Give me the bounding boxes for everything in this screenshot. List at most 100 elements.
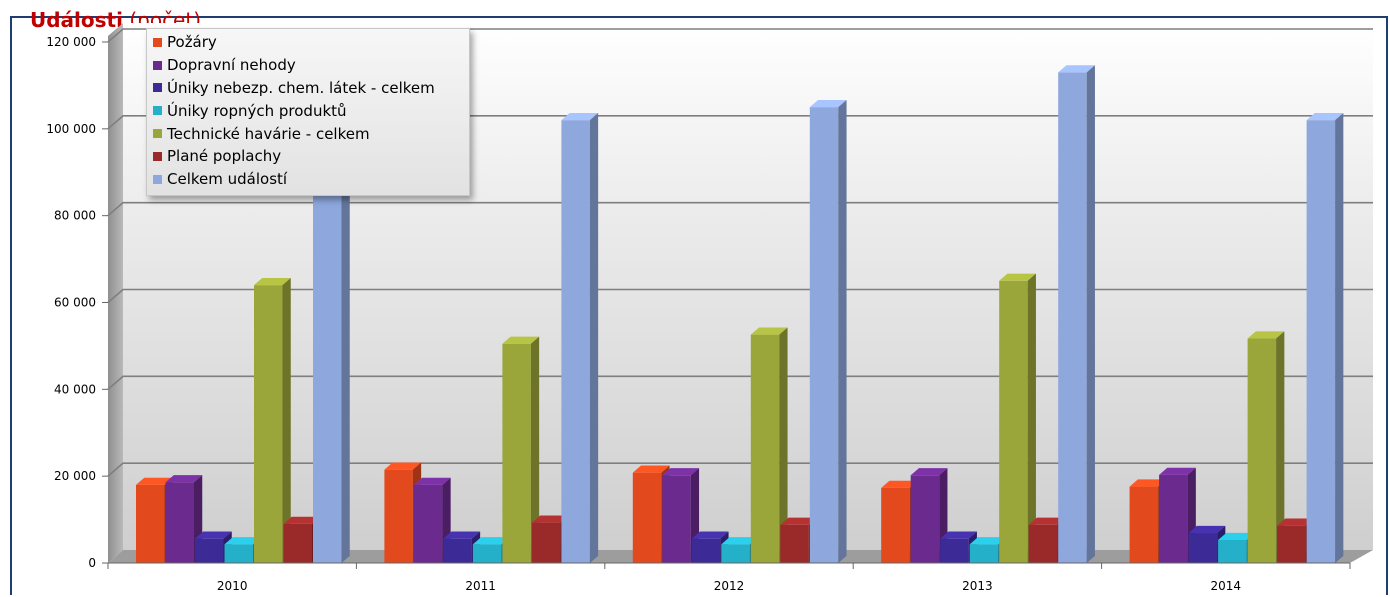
legend-swatch [153,60,162,70]
bar-side [282,277,291,563]
bar-front [531,522,561,563]
bar [1159,467,1196,563]
gridlines [107,28,1373,477]
bar-side [1335,113,1344,563]
bar-side [1027,273,1036,563]
bar [561,113,599,564]
bar-front [384,469,413,563]
legend-item-pozary: Požáry [153,31,469,54]
bar-top [502,336,540,344]
bar-side [838,99,847,563]
bar-front [969,544,999,563]
legend-swatch [153,129,162,139]
gridline [107,462,1373,477]
bar-top [195,531,232,539]
legend-label: Celkem událostí [167,170,288,189]
bar-top [1028,517,1066,525]
bar-top [1159,467,1196,475]
bar-top [1188,525,1226,534]
legend-swatch [153,37,162,47]
legend-swatch [153,83,162,93]
bar-front [1218,539,1247,563]
x-tick-label: 2014 [1211,579,1242,593]
bar-front [1159,474,1188,563]
bar [1129,479,1167,563]
bar-top [910,468,948,476]
x-tick-label: 2011 [465,579,496,593]
bar-side [1086,65,1095,563]
bar-front [780,524,809,563]
bar-front [283,523,312,563]
bar-top [1277,518,1314,526]
legend-item-dopravni-nehody: Dopravní nehody [153,54,469,77]
bar-top [691,531,729,539]
bar-front [910,475,940,563]
bar [502,336,540,563]
bar-top [1129,479,1167,487]
x-tick-label: 2012 [714,579,745,593]
bar [999,273,1036,563]
bar-top [1058,65,1095,73]
bar [1247,331,1285,563]
bar-front [413,484,443,563]
gridline [107,375,1373,390]
legend-label: Úniky ropných produktů [167,101,347,120]
bar-front [691,538,721,563]
bar-top [721,537,759,545]
bar [195,531,232,563]
bar-top [254,277,291,286]
bar-side [1276,331,1285,563]
bar-top [809,99,847,108]
bar-front [254,285,283,563]
y-tick-label: 80 000 [54,209,96,223]
bar-front [136,484,165,563]
bar-side [530,336,540,563]
bar-top [1247,331,1285,339]
bar-front [1306,120,1336,564]
bars [136,65,1344,564]
bar-top [413,477,451,485]
y-tick-label: 60 000 [54,296,96,310]
bar-top [165,475,203,483]
bar-top [632,465,670,473]
bar-front [1188,533,1218,563]
bar-front [662,475,691,563]
bar-front [1058,72,1087,564]
bar [809,99,847,563]
bar-top [1306,113,1344,121]
legend-item-uniky-chem: Úniky nebezp. chem. látek - celkem [153,77,469,100]
bar-front [809,107,839,563]
legend-swatch [153,151,162,161]
bar-front [1028,524,1058,563]
bar-front [1277,525,1306,563]
bar-top [283,516,321,524]
bar-top [780,517,818,525]
legend-swatch [153,106,162,116]
bar-top [384,462,422,470]
gridline [107,28,1373,43]
legend-label: Dopravní nehody [167,56,296,75]
legend-item-plane-poplachy: Plané poplachy [153,145,469,168]
bar-top [1218,532,1255,540]
legend-label: Úniky nebezp. chem. látek - celkem [167,78,435,97]
bar-top [443,531,481,539]
legend-item-celkem: Celkem událostí [153,168,469,191]
legend: Požáry Dopravní nehody Úniky nebezp. che… [146,28,470,196]
x-tick-label: 2010 [217,579,248,593]
bar-top [472,537,510,545]
bar-front [502,343,531,563]
bar-front [443,538,472,563]
bar-top [940,531,977,539]
bar-side [589,113,599,563]
legend-label: Technické havárie - celkem [167,124,370,143]
bar-front [750,334,780,563]
axes: 0 20 000 40 000 60 000 80 000 100 000 120 000 2… [46,35,1351,593]
chart-title-main: Události [30,8,123,32]
y-tick-label: 20 000 [54,469,96,483]
y-tick-label: 120 000 [46,35,96,49]
bar-front [940,538,969,563]
bar-front [224,544,253,563]
bar [1058,65,1095,564]
bar-side [779,327,788,563]
bar-top [881,480,918,488]
